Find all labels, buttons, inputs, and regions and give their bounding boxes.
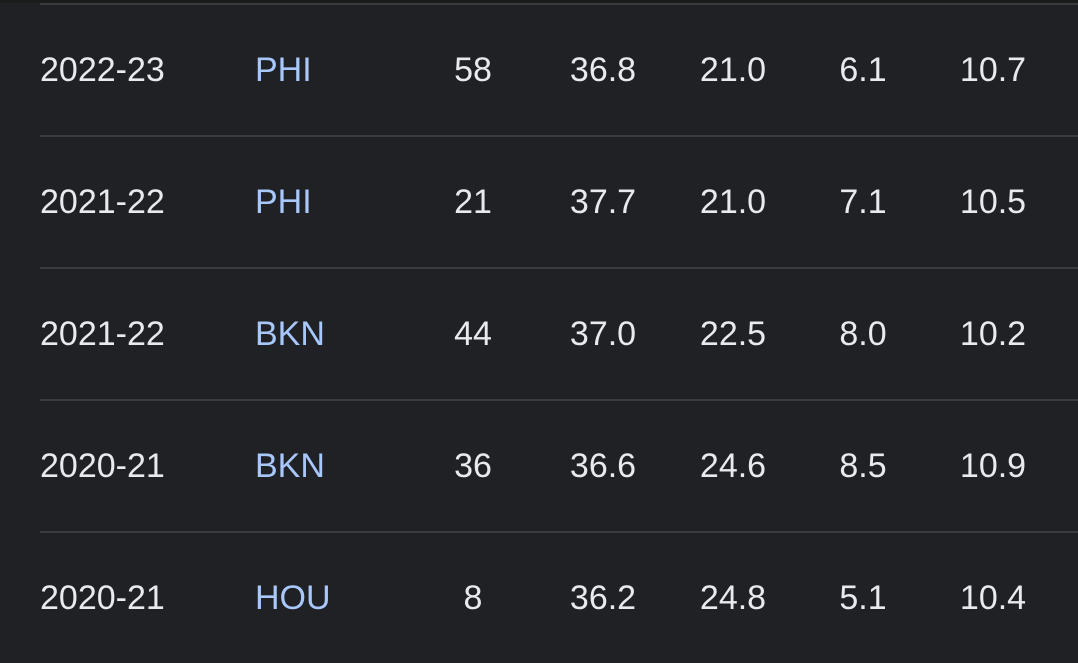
games-played-cell: 36	[454, 447, 492, 485]
games-played-cell: 44	[454, 315, 492, 353]
minutes-cell: 36.2	[569, 579, 637, 617]
games-played-cell: 58	[454, 51, 492, 89]
assists-cell: 10.4	[959, 579, 1027, 617]
rebounds-cell: 7.1	[839, 183, 887, 221]
assists-cell: 10.7	[959, 51, 1027, 89]
points-cell: 21.0	[699, 183, 767, 221]
table-row: 2021-22 PHI 21 37.7 21.0 7.1 10.5	[40, 135, 1078, 267]
top-edge	[0, 0, 1078, 3]
rebounds-cell: 6.1	[839, 51, 887, 89]
team-link[interactable]: PHI	[255, 183, 312, 221]
season-cell: 2020-21	[40, 579, 165, 617]
table-row: 2020-21 HOU 8 36.2 24.8 5.1 10.4	[40, 531, 1078, 663]
season-cell: 2022-23	[40, 51, 165, 89]
minutes-cell: 36.8	[569, 51, 637, 89]
points-cell: 24.8	[699, 579, 767, 617]
assists-cell: 10.5	[959, 183, 1027, 221]
season-cell: 2021-22	[40, 183, 165, 221]
assists-cell: 10.2	[959, 315, 1027, 353]
assists-cell: 10.9	[959, 447, 1027, 485]
table-row: 2021-22 BKN 44 37.0 22.5 8.0 10.2	[40, 267, 1078, 399]
rebounds-cell: 8.0	[839, 315, 887, 353]
team-link[interactable]: HOU	[255, 579, 331, 617]
points-cell: 21.0	[699, 51, 767, 89]
minutes-cell: 37.0	[569, 315, 637, 353]
season-cell: 2020-21	[40, 447, 165, 485]
season-cell: 2021-22	[40, 315, 165, 353]
rebounds-cell: 5.1	[839, 579, 887, 617]
minutes-cell: 37.7	[569, 183, 637, 221]
team-link[interactable]: BKN	[255, 315, 325, 353]
points-cell: 24.6	[699, 447, 767, 485]
rebounds-cell: 8.5	[839, 447, 887, 485]
games-played-cell: 21	[454, 183, 492, 221]
games-played-cell: 8	[463, 579, 483, 617]
team-link[interactable]: PHI	[255, 51, 312, 89]
team-link[interactable]: BKN	[255, 447, 325, 485]
table-row: 2022-23 PHI 58 36.8 21.0 6.1 10.7	[40, 3, 1078, 135]
points-cell: 22.5	[699, 315, 767, 353]
table-row: 2020-21 BKN 36 36.6 24.6 8.5 10.9	[40, 399, 1078, 531]
minutes-cell: 36.6	[569, 447, 637, 485]
